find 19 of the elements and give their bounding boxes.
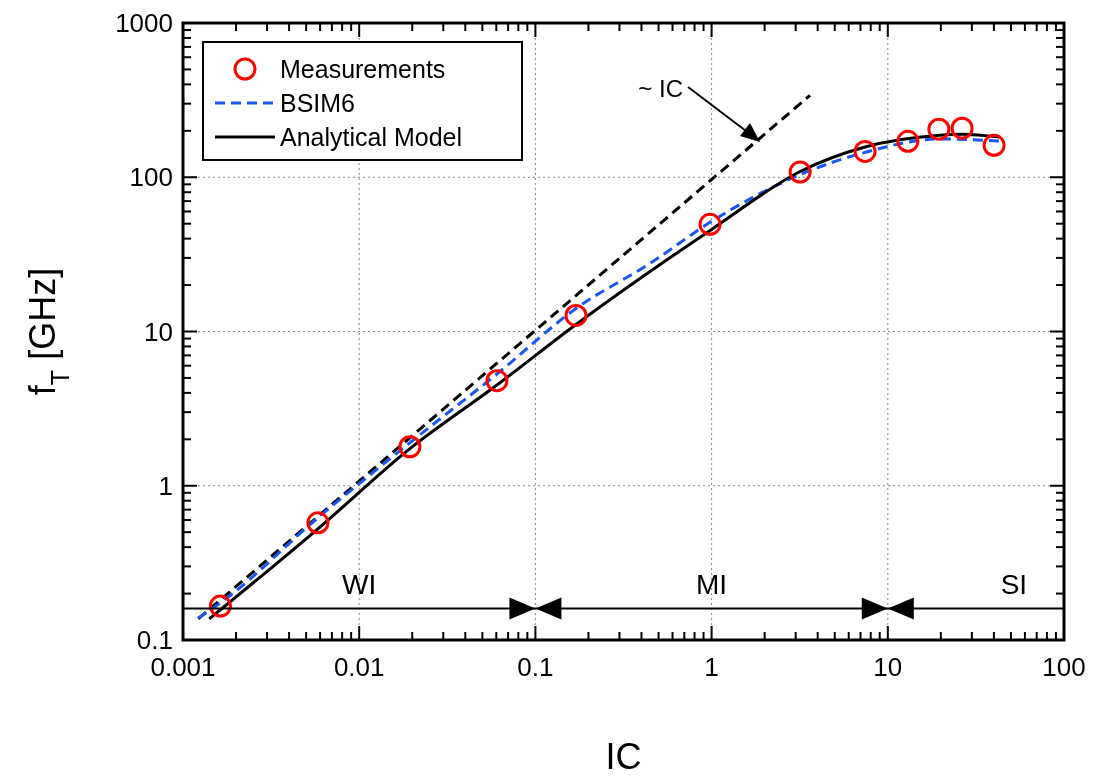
x-tick-label: 0.001 — [150, 652, 216, 682]
y-tick-label: 100 — [129, 162, 173, 193]
y-tick-label: 0.1 — [136, 625, 173, 655]
annotation: SI — [1000, 569, 1028, 600]
annotation: MI — [696, 569, 728, 600]
legend-label: Analytical Model — [280, 123, 463, 151]
x-tick-label: 100 — [1042, 652, 1086, 682]
legend-label: Measurements — [280, 55, 446, 83]
x-tick-label: 10 — [873, 652, 903, 682]
y-tick-label: 10 — [144, 316, 173, 347]
annotation: ~ IC — [638, 75, 683, 102]
x-axis-title: IC — [605, 736, 642, 777]
x-tick-label: 0.1 — [517, 652, 554, 682]
x-tick-label: 1 — [704, 652, 719, 682]
legend-label: BSIM6 — [280, 89, 356, 117]
annotation: WI — [342, 569, 377, 600]
x-tick-label: 0.01 — [333, 652, 385, 682]
y-tick-label: 1 — [158, 470, 173, 501]
y-tick-label: 1000 — [115, 8, 173, 38]
